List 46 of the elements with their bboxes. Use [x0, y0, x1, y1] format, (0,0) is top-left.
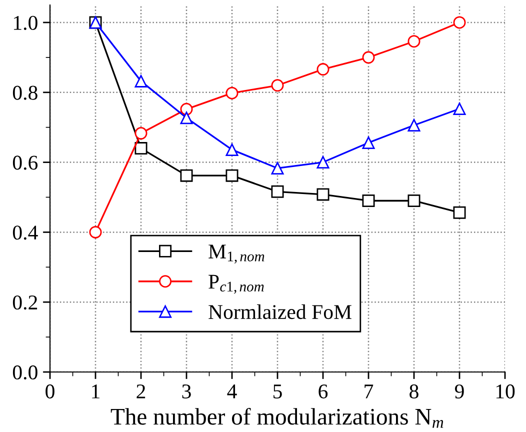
x-tick-label: 3	[182, 384, 191, 398]
x-tick-label: 10	[496, 384, 515, 398]
point	[180, 102, 193, 116]
point	[89, 226, 102, 238]
point	[453, 16, 466, 29]
point	[408, 35, 420, 48]
point	[408, 118, 420, 132]
point	[226, 169, 238, 182]
y-tick-label: 1.0	[14, 16, 38, 30]
x-tick-label: 2	[136, 384, 146, 398]
point	[134, 142, 148, 155]
x-tick-label: 6	[318, 384, 328, 398]
point	[362, 194, 375, 207]
y-tick-label: 0.6	[12, 156, 38, 170]
x-tick-label: 5	[274, 384, 282, 398]
x-axis-title: The number of modularizations N$_{m}$	[110, 408, 444, 428]
y-tick-label: 0.8	[12, 86, 38, 100]
point	[271, 79, 284, 92]
x-tick-label: 8	[410, 384, 418, 398]
point	[453, 206, 466, 219]
x-tick-label: 1	[92, 384, 100, 398]
x-tick-label: 4	[227, 384, 237, 398]
point	[316, 63, 330, 76]
point	[226, 143, 238, 156]
y-tick-label: 0.4	[12, 226, 38, 240]
point	[134, 127, 148, 140]
point	[134, 74, 148, 88]
x-tick-label: 0	[46, 384, 54, 398]
point	[316, 156, 330, 169]
point	[271, 162, 284, 174]
point	[316, 188, 330, 201]
legend-label: P$_{c1,nom}$	[208, 274, 264, 294]
point	[362, 136, 375, 149]
point	[180, 169, 193, 182]
point	[226, 86, 238, 100]
x-tick-label: 9	[454, 384, 464, 398]
point	[180, 112, 193, 124]
point	[271, 185, 284, 198]
point	[362, 51, 375, 64]
legend-label: M$_{1,nom}$	[208, 244, 264, 264]
y-tick-label: 0.0	[12, 365, 38, 380]
point	[453, 102, 466, 116]
y-tick-label: 0.2	[12, 295, 38, 310]
point	[408, 194, 420, 207]
x-tick-label: 7	[364, 384, 374, 398]
legend-label: Normlaized FoM	[208, 304, 352, 320]
